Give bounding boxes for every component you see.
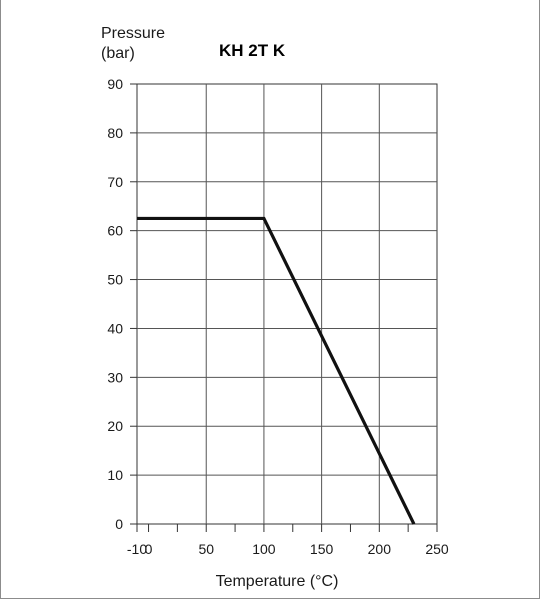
y-tick-label: 40 bbox=[107, 320, 123, 336]
y-axis-label-line2: (bar) bbox=[101, 45, 135, 62]
grid bbox=[136, 83, 438, 525]
ticks: 0 10 20 30 40 50 60 70 80 90 -100 50 100 150 200 250 bbox=[107, 76, 448, 557]
series-line-pressure-limit bbox=[137, 216, 416, 525]
y-tick-label: 30 bbox=[107, 369, 123, 385]
y-tick-label: 70 bbox=[107, 174, 123, 190]
y-tick-label: 0 bbox=[115, 516, 123, 532]
x-axis-label: Temperature (°C) bbox=[216, 573, 339, 590]
y-tick-label: 60 bbox=[107, 223, 123, 239]
chart-title: KH 2T K bbox=[219, 41, 286, 60]
y-tick-label: 80 bbox=[107, 125, 123, 141]
y-tick-label: 50 bbox=[107, 272, 123, 288]
y-axis-label-line1: Pressure bbox=[101, 25, 165, 42]
plot-area-border bbox=[136, 83, 438, 525]
x-tick-label: 0 bbox=[145, 541, 153, 557]
series bbox=[137, 216, 416, 525]
x-tick-label: 150 bbox=[310, 541, 334, 557]
x-tick-label: 250 bbox=[425, 541, 449, 557]
x-tick-label: 200 bbox=[368, 541, 392, 557]
x-tick-label: 50 bbox=[198, 541, 214, 557]
y-tick-label: 90 bbox=[107, 76, 123, 92]
x-tick-label: 100 bbox=[252, 541, 276, 557]
y-tick-label: 10 bbox=[107, 467, 123, 483]
x-tick-label: -10 bbox=[127, 541, 147, 557]
y-tick-label: 20 bbox=[107, 418, 123, 434]
